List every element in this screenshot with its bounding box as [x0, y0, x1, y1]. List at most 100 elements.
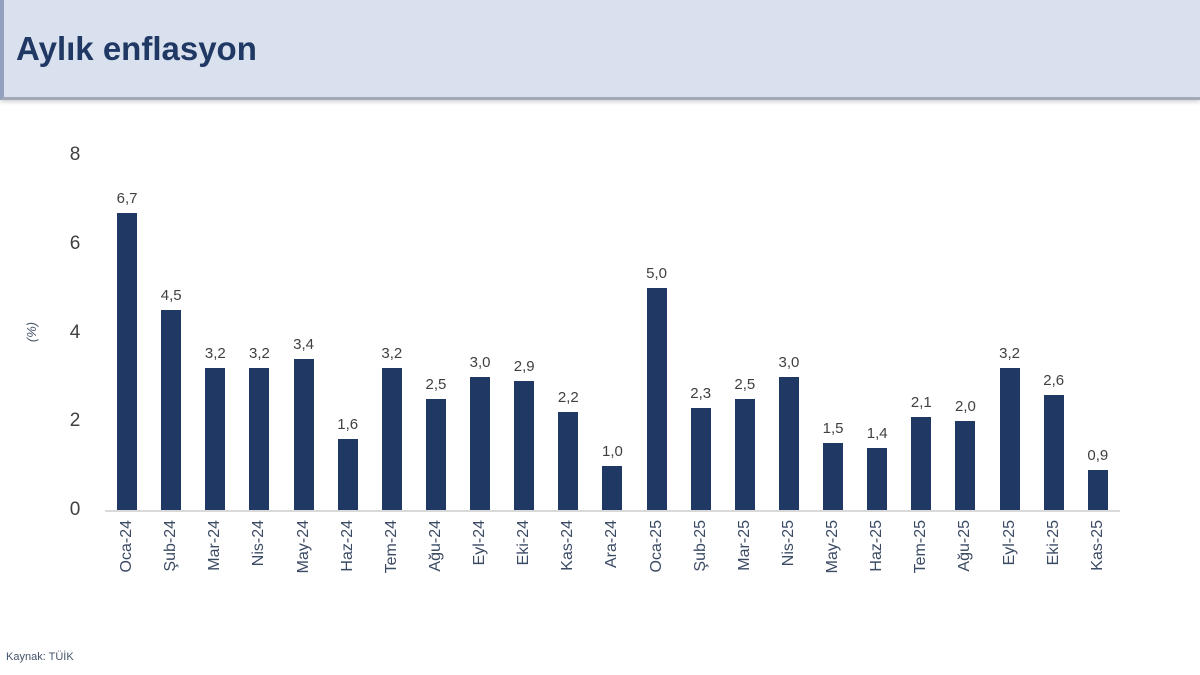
x-axis-tick: Ağu-25 [943, 520, 987, 620]
bar [911, 416, 932, 510]
bar-value-label: 1,0 [602, 442, 623, 460]
bar-value-label: 2,6 [1043, 371, 1065, 389]
x-axis-tick: Haz-24 [326, 520, 370, 620]
x-axis-tick: Kas-25 [1076, 520, 1120, 620]
x-axis-tick: Eki-25 [1032, 520, 1076, 620]
bar-value-label: 1,6 [337, 416, 359, 433]
x-axis-tick-label: Nis-25 [779, 520, 797, 567]
bar [1087, 470, 1108, 510]
bar [1043, 394, 1064, 510]
plot-area: 6,7 Oca-24 4,5 Şub-24 3,2 Mar-24 3,2 Nis-24 3,4 M… [105, 155, 1120, 574]
bar-column: 3,4 May-24 [282, 155, 326, 573]
bar-value-label: 2,2 [557, 389, 579, 407]
bar-value-label: 3,4 [293, 336, 314, 354]
bar-column: 2,5 Ağu-24 [414, 155, 458, 572]
bar [999, 368, 1020, 510]
x-axis-tick-label: Oca-25 [647, 520, 665, 573]
bar [514, 381, 535, 510]
bar-column: 2,3 Şub-25 [679, 155, 723, 572]
bar-column: 6,7 Oca-24 [105, 155, 149, 573]
bar [381, 368, 402, 510]
bar-column: 1,5 May-25 [811, 155, 855, 573]
x-axis-tick: May-25 [811, 520, 855, 620]
bar-value-label: 2,3 [690, 384, 712, 402]
x-axis-tick: Ara-24 [590, 520, 634, 620]
bar-value-label: 2,1 [910, 393, 932, 411]
x-axis-tick: Şub-24 [149, 520, 193, 620]
bar-column: 2,0 Ağu-25 [943, 155, 987, 571]
x-axis-tick-label: May-24 [294, 520, 312, 574]
source-note: Kaynak: TÜİK [6, 651, 74, 663]
x-axis-tick: Haz-25 [855, 520, 899, 620]
x-axis-tick: Oca-25 [635, 520, 679, 620]
bar-value-label: 6,7 [116, 189, 138, 207]
bar [867, 447, 888, 510]
bar-value-label: 5,0 [646, 265, 667, 283]
bar-value-label: 2,5 [734, 376, 756, 394]
bar [470, 376, 491, 510]
bar-value-label: 3,2 [249, 345, 270, 362]
bar [337, 439, 358, 510]
x-axis-tick-label: Eki-24 [515, 520, 533, 566]
bar [249, 368, 270, 510]
bar-column: 1,0 Ara-24 [590, 155, 634, 568]
y-axis-ticks: 8 6 4 2 0 [58, 144, 92, 520]
bar [205, 368, 226, 510]
bar-column: 2,2 Kas-24 [546, 155, 590, 570]
bar [293, 359, 314, 510]
bar [646, 288, 667, 510]
bar-column: 3,0 Nis-25 [767, 155, 811, 566]
x-axis-tick-label: Haz-24 [338, 520, 356, 572]
x-axis-tick: Eyl-24 [458, 520, 502, 620]
x-axis-tick-label: Ağu-25 [956, 520, 974, 572]
bar [778, 376, 799, 510]
x-axis-tick-label: Nis-24 [250, 520, 268, 567]
bar-value-label: 4,5 [160, 287, 182, 305]
bar-column: 2,1 Tem-25 [899, 155, 943, 574]
bar-column: 1,4 Haz-25 [855, 155, 899, 572]
x-axis-tick-label: Eyl-25 [1000, 520, 1018, 566]
x-axis-tick-label: Mar-24 [206, 520, 224, 571]
bar-column: 3,2 Mar-24 [193, 155, 237, 571]
bar-value-label: 3,2 [381, 345, 403, 362]
x-axis-tick: Tem-24 [370, 520, 414, 620]
bar-value-label: 3,0 [469, 353, 491, 371]
x-axis-tick-label: Ağu-24 [426, 520, 444, 572]
x-axis-tick: Eki-24 [502, 520, 546, 620]
bar-column: 3,0 Eyl-24 [458, 155, 502, 565]
x-axis-tick: Oca-24 [105, 520, 149, 620]
x-axis-tick-label: Mar-25 [735, 520, 753, 571]
x-axis-tick-label: May-25 [824, 520, 842, 574]
page-title: Aylık enflasyon [16, 29, 257, 67]
x-axis-tick: Mar-25 [723, 520, 767, 620]
x-axis-tick-label: Tem-25 [912, 520, 930, 574]
bar [161, 310, 182, 510]
bar-column: 3,2 Eyl-25 [988, 155, 1032, 565]
x-axis-tick-label: Tem-24 [382, 520, 400, 574]
bar-value-label: 2,0 [955, 398, 976, 416]
y-axis-tick-label: 6 [69, 232, 81, 254]
y-axis-label: (%) [24, 321, 39, 343]
x-axis-tick-label: Eki-25 [1044, 520, 1062, 566]
bar [955, 421, 976, 510]
x-axis-tick: Mar-24 [193, 520, 237, 620]
bar-column: 0,9 Kas-25 [1076, 155, 1120, 571]
bar-value-label: 3,0 [778, 353, 800, 371]
bar [690, 407, 711, 510]
x-axis-tick-label: Kas-24 [559, 520, 577, 571]
x-axis-tick-label: Ara-24 [603, 520, 621, 569]
x-axis-tick: Tem-25 [899, 520, 943, 620]
x-axis-tick: Nis-24 [237, 520, 281, 620]
bar-value-label: 2,9 [513, 358, 535, 376]
bar-value-label: 1,4 [866, 424, 888, 442]
x-axis-tick-label: Şub-25 [691, 520, 709, 572]
bar-column: 5,0 Oca-25 [635, 155, 679, 572]
bar-column: 2,6 Eki-25 [1032, 155, 1076, 566]
bar [734, 399, 755, 510]
x-axis-tick-label: Haz-25 [868, 520, 886, 572]
x-axis-tick-label: Kas-25 [1088, 520, 1106, 571]
bar-column: 2,9 Eki-24 [502, 155, 546, 565]
x-axis-tick-label: Oca-24 [118, 520, 136, 573]
bar-column: 1,6 Haz-24 [326, 155, 370, 572]
